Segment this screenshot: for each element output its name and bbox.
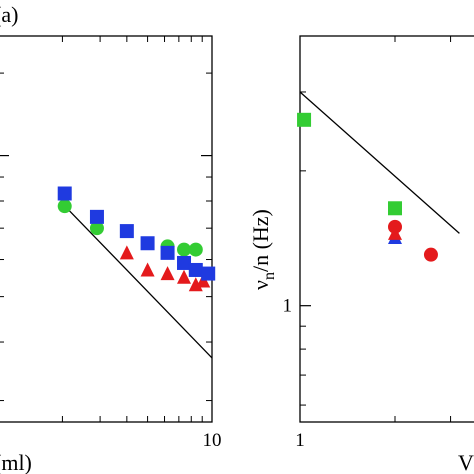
data-point-square: [188, 262, 203, 277]
data-points-a: [57, 186, 216, 292]
data-point-triangle: [188, 277, 203, 292]
y-axis-label-b: νn/n (Hz): [248, 209, 278, 290]
data-point-square: [140, 236, 155, 251]
data-point-square: [388, 201, 402, 216]
tick-labels-b: 11: [283, 296, 305, 451]
tick-labels-a: 10: [203, 430, 222, 451]
data-point-triangle: [119, 245, 134, 260]
y-tick-label: 1: [283, 296, 293, 317]
data-point-circle: [423, 247, 438, 262]
ticks-a: [0, 36, 212, 422]
fit-line-b: [299, 91, 460, 234]
x-axis-label-b: V: [458, 450, 474, 474]
fit-line: [61, 203, 213, 359]
data-point-square: [297, 112, 312, 127]
data-point-square: [89, 209, 104, 224]
x-tick-label: 1: [295, 430, 305, 451]
data-point-triangle: [177, 269, 192, 284]
plot-frame-a: [0, 35, 213, 423]
x-tick-label: 10: [203, 430, 222, 451]
data-point-square: [160, 245, 175, 260]
data-point-circle: [89, 221, 104, 236]
data-point-square: [201, 266, 216, 281]
fit-line: [299, 91, 460, 234]
data-point-triangle: [388, 225, 402, 240]
panel-a: (a) 10 (ml): [0, 2, 222, 474]
data-point-square: [177, 255, 192, 270]
ticks-b: [300, 36, 452, 422]
data-point-triangle: [160, 266, 175, 281]
x-axis-label-a: (ml): [0, 450, 32, 474]
plot-frame-b: [299, 35, 474, 423]
data-point-circle: [177, 242, 192, 257]
data-point-triangle: [140, 262, 155, 277]
data-point-circle: [188, 242, 203, 257]
data-point-circle: [57, 199, 72, 214]
panel-label: (a): [0, 2, 18, 27]
panel-b: 11 νn/n (Hz) V: [248, 35, 474, 474]
data-point-square: [119, 224, 134, 239]
data-point-square: [57, 186, 72, 201]
data-points-b: [297, 112, 438, 262]
fit-line-a: [61, 203, 213, 359]
